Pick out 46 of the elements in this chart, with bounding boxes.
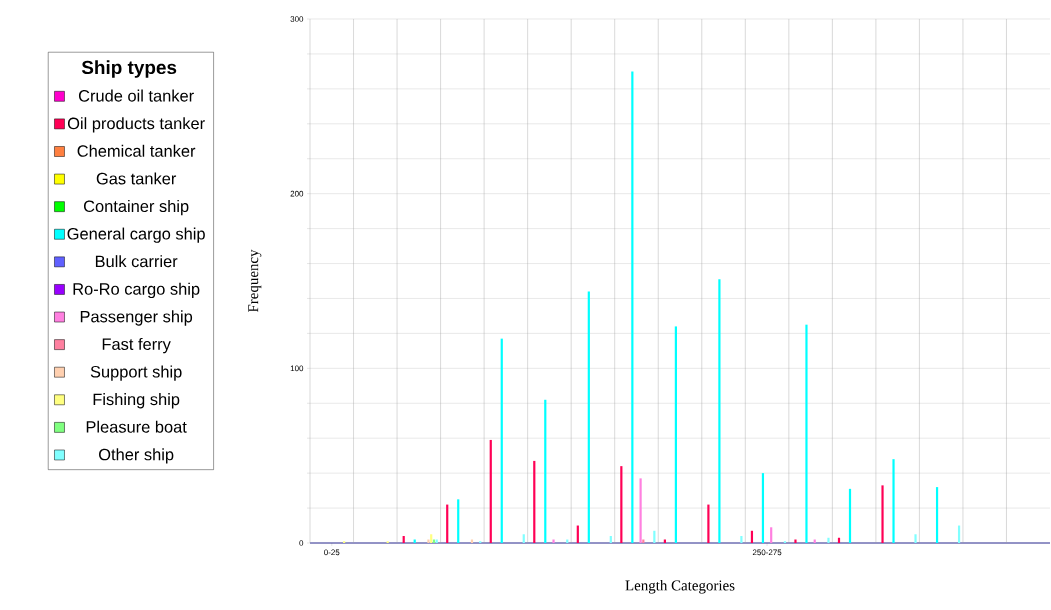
bar bbox=[707, 504, 710, 543]
bar bbox=[674, 326, 677, 543]
bar bbox=[935, 487, 939, 543]
legend-label: Container ship bbox=[83, 199, 189, 216]
bar bbox=[457, 499, 460, 543]
legend-label: Pleasure boat bbox=[86, 420, 187, 433]
legend-label: Passenger ship bbox=[80, 310, 193, 326]
legend-label: Crude oil tanker bbox=[78, 89, 194, 102]
bar bbox=[881, 485, 884, 543]
legend-label: Gas tanker bbox=[96, 172, 177, 185]
bar bbox=[631, 71, 634, 543]
legend-label: Fast ferry bbox=[102, 337, 171, 354]
bar bbox=[848, 488, 852, 543]
x-axis-title: Length Categories bbox=[625, 580, 735, 594]
bar bbox=[544, 399, 547, 543]
y-axis-title: Frequency bbox=[248, 249, 262, 313]
legend-label: General cargo ship bbox=[67, 227, 205, 243]
bar bbox=[489, 439, 492, 543]
legend-label: Support ship bbox=[90, 365, 182, 381]
bar bbox=[794, 539, 797, 543]
bar bbox=[620, 466, 623, 543]
legend-label: Oil products tanker bbox=[67, 117, 205, 133]
legend-label: Fishing ship bbox=[93, 393, 180, 409]
legend-label: Ro-Ro cargo ship bbox=[73, 282, 200, 299]
bar bbox=[827, 537, 830, 543]
bar bbox=[522, 534, 525, 543]
bar bbox=[914, 534, 917, 543]
bar bbox=[587, 291, 590, 543]
bar bbox=[892, 459, 895, 543]
bar bbox=[427, 539, 430, 543]
bar bbox=[552, 539, 555, 543]
bar bbox=[533, 460, 536, 543]
bar bbox=[639, 478, 642, 543]
bar bbox=[718, 279, 721, 543]
legend-label: Chemical tanker bbox=[77, 144, 196, 157]
bar bbox=[609, 536, 612, 543]
legend-title: Ship types bbox=[81, 60, 177, 78]
bar bbox=[430, 534, 433, 543]
legend-label: Other ship bbox=[99, 448, 174, 464]
bar bbox=[500, 338, 503, 543]
bar bbox=[402, 536, 405, 543]
bar bbox=[761, 473, 765, 543]
bar bbox=[770, 527, 773, 543]
legend-label: Bulk carrier bbox=[95, 255, 178, 268]
bar bbox=[805, 324, 808, 543]
bar bbox=[740, 536, 743, 543]
